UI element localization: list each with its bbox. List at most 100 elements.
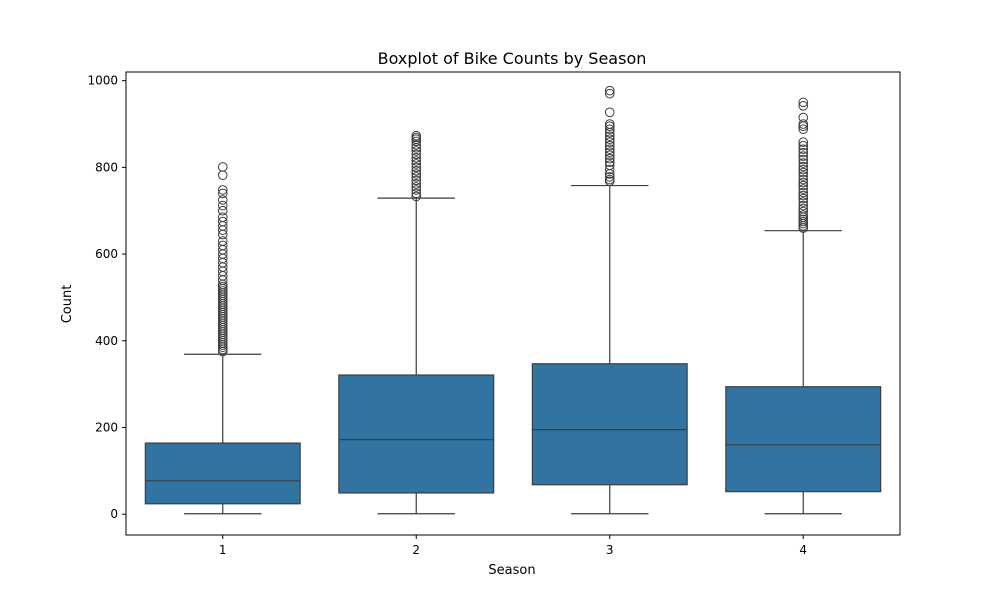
outlier-point: [604, 174, 615, 185]
outlier-point: [411, 179, 422, 189]
outlier-point: [411, 136, 422, 147]
outlier-point: [798, 167, 809, 178]
outlier-point: [604, 157, 615, 167]
outlier-point: [798, 210, 809, 220]
outlier-point: [411, 191, 422, 202]
outlier-point: [798, 216, 809, 227]
outlier-point: [217, 286, 228, 296]
outlier-point: [798, 177, 809, 188]
y-tick-label: 0: [110, 507, 118, 521]
box-group-season-2: [338, 130, 495, 515]
outlier-point: [604, 124, 615, 135]
outlier-point: [798, 164, 809, 175]
x-tick-label: 1: [219, 543, 227, 557]
outlier-point: [604, 85, 615, 96]
outlier-point: [604, 160, 615, 171]
outlier-point: [411, 185, 422, 195]
x-tick-label: 3: [606, 543, 614, 557]
outlier-point: [798, 206, 809, 217]
outlier-point: [798, 97, 809, 108]
outlier-point: [411, 153, 422, 163]
outlier-point: [604, 134, 615, 144]
outlier-point: [411, 159, 422, 169]
axes: 0 200 400 600 800 1000 1 2 3 4: [87, 71, 901, 557]
outlier-point: [798, 140, 809, 151]
outlier-point: [217, 240, 228, 251]
outlier-point: [217, 170, 228, 180]
outlier-point: [798, 190, 809, 201]
outlier-point: [411, 146, 422, 156]
y-tick-label: 800: [95, 160, 118, 174]
box-group-season-1: [144, 162, 301, 515]
outlier-point: [604, 107, 615, 118]
iqr-box: [531, 363, 688, 486]
outlier-point: [604, 119, 615, 129]
outlier-point: [604, 164, 615, 175]
outlier-point: [798, 112, 809, 123]
y-tick-label: 400: [95, 334, 118, 348]
outlier-point: [411, 172, 422, 182]
outlier-point: [798, 144, 809, 154]
outlier-point: [217, 205, 228, 216]
x-tick-label: 2: [412, 543, 420, 557]
outlier-point: [604, 153, 615, 164]
outlier-point: [798, 197, 809, 207]
outlier-point: [604, 131, 615, 141]
outlier-point: [604, 121, 615, 131]
outlier-point: [411, 169, 422, 179]
outlier-point: [798, 203, 809, 214]
outlier-point: [604, 144, 615, 154]
outlier-point: [411, 130, 422, 141]
outlier-point: [798, 200, 809, 211]
outlier-point: [217, 195, 228, 205]
chart-title: Boxplot of Bike Counts by Season: [378, 49, 647, 68]
outlier-point: [798, 137, 809, 148]
y-tick-label: 600: [95, 247, 118, 261]
outlier-point: [604, 150, 615, 161]
x-axis-label: Season: [488, 563, 535, 578]
outlier-point: [217, 185, 228, 195]
outlier-point: [411, 140, 422, 150]
y-axis-label: Count: [60, 285, 75, 324]
outlier-point: [217, 236, 228, 246]
outlier-point: [217, 162, 228, 172]
outlier-point: [798, 171, 809, 181]
outlier-point: [411, 162, 422, 173]
iqr-box: [725, 386, 882, 493]
outlier-point: [798, 101, 809, 111]
outlier-point: [798, 184, 809, 194]
outlier-point: [411, 182, 422, 192]
outlier-point: [604, 140, 615, 151]
outlier-point: [798, 193, 809, 204]
outlier-point: [798, 187, 809, 198]
x-tick-label: 4: [799, 543, 807, 557]
outlier-point: [604, 137, 615, 148]
outlier-point: [411, 166, 422, 176]
outlier-point: [798, 161, 809, 172]
plot-frame: [125, 71, 901, 536]
outlier-point: [217, 212, 228, 223]
outlier-point: [604, 88, 615, 99]
outlier-point: [217, 200, 228, 211]
outlier-point: [604, 172, 615, 182]
outlier-point: [411, 175, 422, 186]
outlier-point: [411, 149, 422, 160]
outlier-point: [798, 214, 809, 225]
outlier-point: [217, 216, 228, 227]
outlier-point: [798, 180, 809, 191]
outlier-point: [798, 151, 809, 161]
outlier-point: [411, 188, 422, 199]
outlier-point: [798, 119, 809, 129]
outlier-point: [411, 156, 422, 166]
outlier-point: [798, 124, 809, 135]
y-tick-label: 200: [95, 420, 118, 434]
outlier-point: [798, 174, 809, 185]
outlier-point: [217, 281, 228, 292]
outlier-point: [798, 147, 809, 158]
outlier-point: [217, 188, 228, 199]
outlier-point: [604, 147, 615, 158]
outlier-point: [798, 154, 809, 165]
box-group-season-3: [531, 85, 688, 515]
